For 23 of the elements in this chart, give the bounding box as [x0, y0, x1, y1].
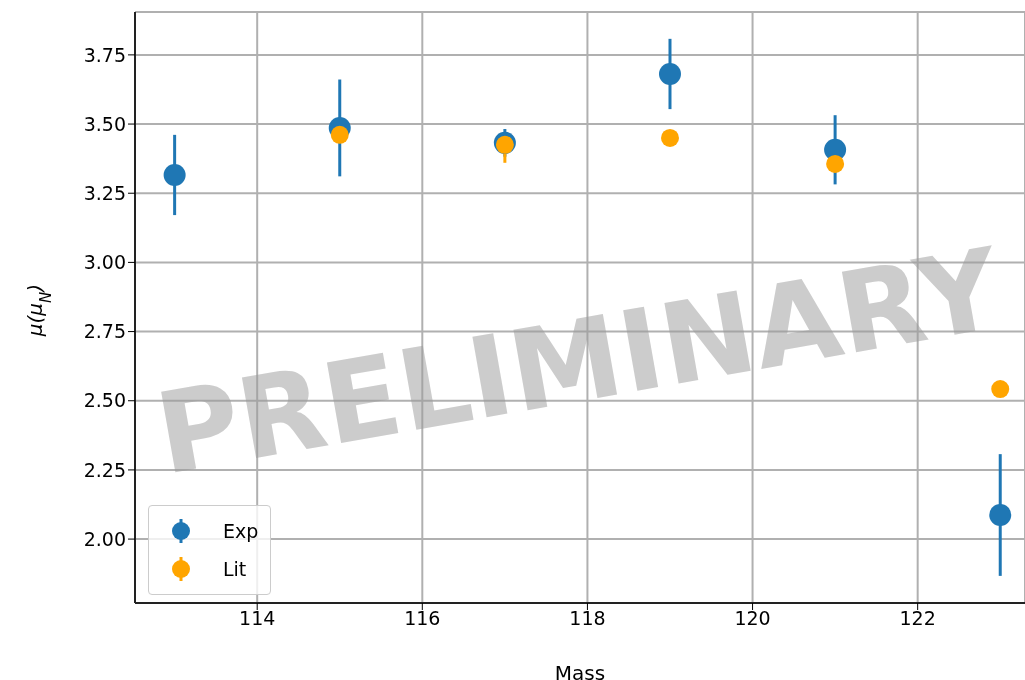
- point: [163, 163, 186, 186]
- y-tick-label: 3.00: [83, 251, 126, 274]
- x-tick-label: 116: [404, 607, 441, 630]
- y-tick-label: 2.75: [83, 320, 126, 343]
- x-tick-label: 114: [239, 607, 276, 630]
- point: [826, 154, 845, 173]
- legend-label: Exp: [223, 520, 259, 542]
- x-axis-title: Mass: [554, 661, 606, 680]
- y-tick-label: 3.50: [83, 112, 126, 135]
- point: [658, 62, 681, 85]
- y-tick-label: 3.25: [83, 181, 126, 204]
- point: [330, 125, 349, 144]
- y-tick-label: 2.25: [83, 458, 126, 481]
- point: [991, 380, 1010, 399]
- point: [660, 128, 679, 147]
- y-tick-label: 3.75: [83, 43, 126, 66]
- x-tick-label: 120: [734, 607, 771, 630]
- y-tick-label: 2.00: [83, 527, 126, 550]
- x-tick-label: 118: [569, 607, 606, 630]
- legend-label: Lit: [223, 558, 247, 580]
- x-tick-label: 122: [899, 607, 936, 630]
- point: [989, 504, 1012, 527]
- y-tick-label: 2.50: [83, 389, 126, 412]
